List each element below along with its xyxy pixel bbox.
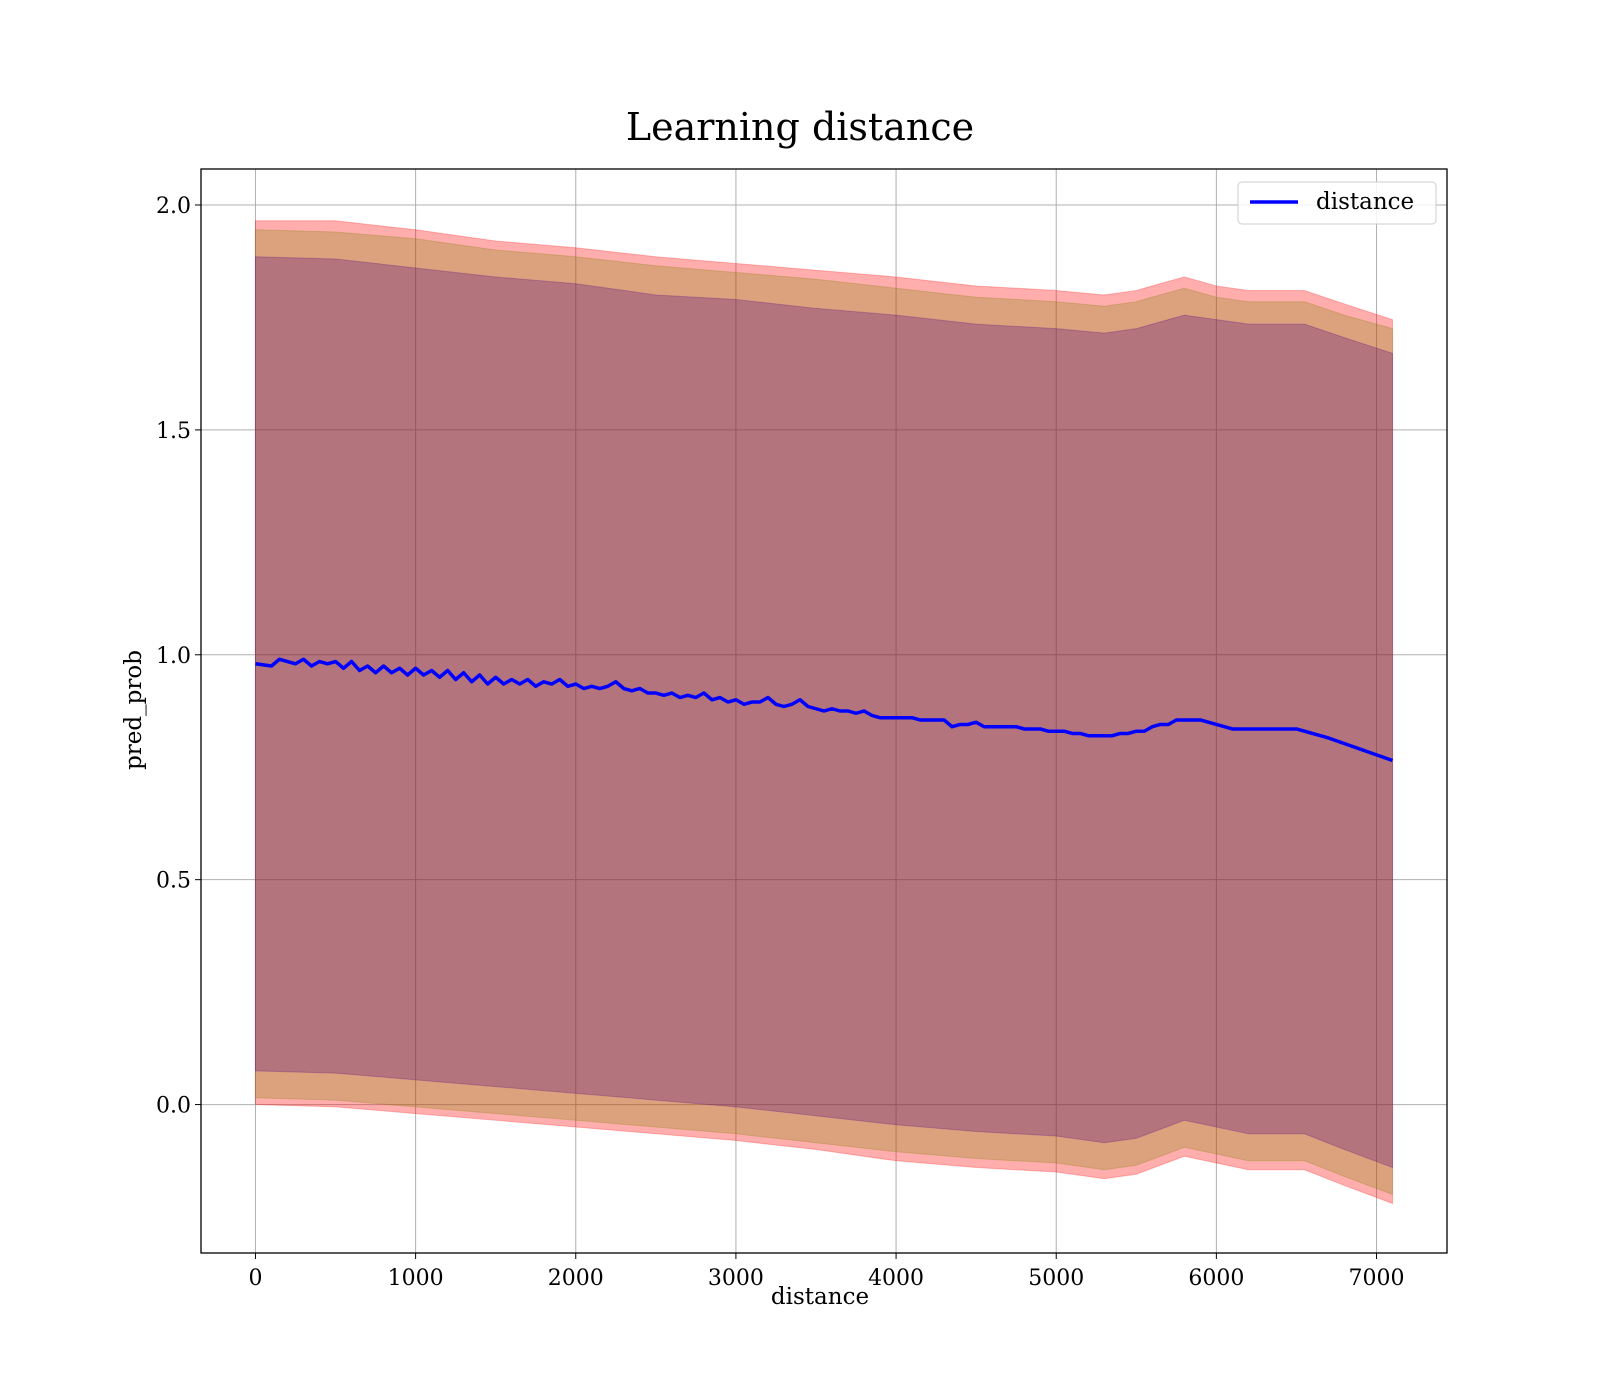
x-tick-label-6: 6000: [1188, 1266, 1244, 1291]
series-group: [255, 657, 1394, 763]
y-axis-ticks: 0.0 0.5 1.0 1.5 2.0: [156, 194, 201, 1119]
x-tick-label-5: 5000: [1028, 1266, 1084, 1291]
chart-title: Learning distance: [626, 105, 974, 149]
plot-frame: [200, 168, 1448, 1254]
x-tick-label-3: 3000: [708, 1266, 764, 1291]
legend-label-distance: distance: [1316, 189, 1414, 215]
legend: distance: [1237, 181, 1437, 225]
x-tick-label-4: 4000: [868, 1266, 924, 1291]
x-axis-label: distance: [771, 1284, 869, 1310]
y-axis-label: pred_prob: [121, 650, 147, 770]
series-line-0: [255, 657, 1394, 763]
y-tick-label-0: 0.0: [156, 1094, 191, 1119]
y-tick-label-2: 1.0: [156, 644, 191, 669]
y-tick-label-4: 2.0: [156, 194, 191, 219]
grid-lines: [201, 169, 1447, 1253]
x-axis-ticks: 0 1000 2000 3000 4000 5000 6000 7000: [248, 1253, 1405, 1291]
x-tick-label-2: 2000: [548, 1266, 604, 1291]
y-tick-label-1: 0.5: [156, 869, 191, 894]
x-tick-label-7: 7000: [1349, 1266, 1405, 1291]
y-tick-label-3: 1.5: [156, 419, 191, 444]
x-tick-label-1: 1000: [388, 1266, 444, 1291]
legend-box: [1237, 181, 1437, 225]
x-tick-label-0: 0: [248, 1266, 262, 1291]
